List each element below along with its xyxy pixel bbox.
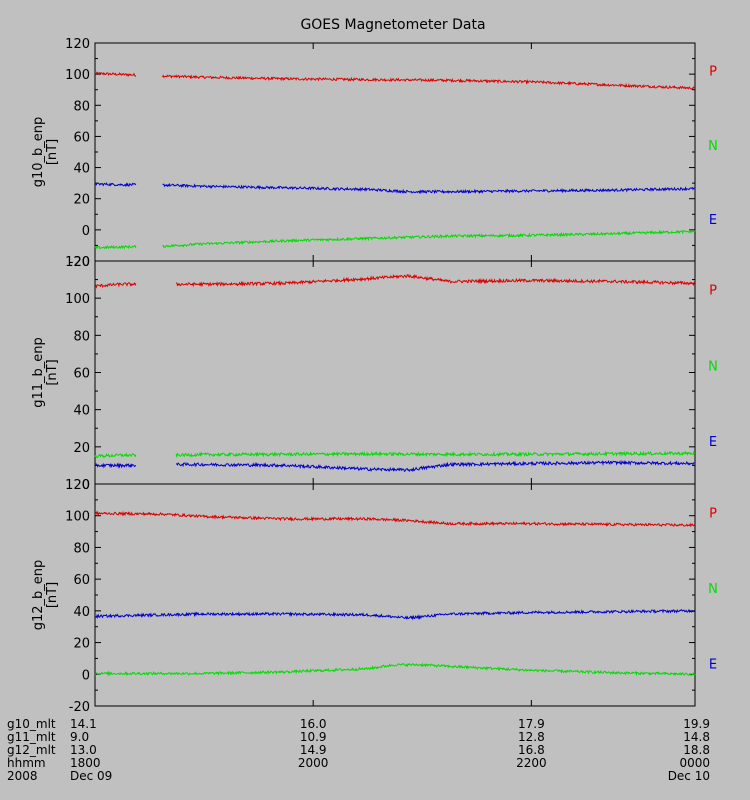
time-row-name: 2008 [7, 769, 38, 783]
panel-frame [94, 483, 696, 707]
time-axis-value: 17.9 [518, 717, 545, 731]
series-line-E [175, 460, 696, 473]
time-axis-value: 2200 [516, 756, 547, 770]
y-axis-label: g10_b_enp [31, 117, 46, 188]
series-line-P [162, 74, 696, 90]
y-tick-label: 60 [73, 573, 90, 588]
y-tick-label: 80 [73, 541, 90, 556]
y-tick-label: 100 [65, 510, 90, 525]
time-axis-value: 10.9 [300, 730, 327, 744]
series-line-P [176, 273, 696, 288]
y-tick-label: 120 [65, 255, 90, 270]
series-line-E [94, 182, 137, 187]
time-axis-value: 0000 [679, 756, 710, 770]
time-axis-value: 14.1 [70, 717, 97, 731]
y-axis-unit: [nT] [45, 582, 60, 608]
y-axis-unit: [nT] [45, 139, 60, 165]
series-line-E [162, 182, 696, 195]
time-axis-value: Dec 10 [668, 769, 710, 783]
time-row-name: g10_mlt [7, 717, 56, 731]
time-axis-value: 1800 [70, 756, 101, 770]
series-line-N [175, 450, 696, 459]
y-tick-label: 0 [82, 478, 90, 493]
y-tick-label: -20 [69, 255, 90, 270]
time-axis-value: 14.9 [300, 743, 327, 757]
series-line-E [94, 462, 137, 469]
legend-E: E [709, 657, 717, 672]
legend-P: P [709, 283, 717, 298]
series-line-P [94, 71, 137, 77]
legend-P: P [709, 506, 717, 521]
time-axis-value: 18.8 [683, 743, 710, 757]
y-tick-label: 40 [73, 162, 90, 177]
y-tick-label: 100 [65, 68, 90, 83]
y-tick-label: 20 [73, 193, 90, 208]
y-tick-label: 40 [73, 605, 90, 620]
legend-P: P [709, 65, 717, 80]
y-axis-unit: [nT] [45, 359, 60, 385]
series-line-E [95, 608, 696, 621]
legend-N: N [708, 359, 718, 374]
panel-2: 0 20 40 60 80 100 120 g11_b_enp [nT] P N E [31, 255, 718, 493]
legend-E: E [709, 213, 717, 228]
y-tick-label: 40 [73, 404, 90, 419]
time-axis-value: Dec 09 [70, 769, 112, 783]
y-tick-label: 80 [73, 329, 90, 344]
series-line-P [94, 510, 696, 528]
y-tick-label: 20 [73, 637, 90, 652]
time-axis-value: 12.8 [518, 730, 545, 744]
y-axis-label: g12_b_enp [31, 560, 46, 631]
time-axis-value: 2000 [298, 756, 329, 770]
time-axis-value: 14.8 [683, 730, 710, 744]
legend-E: E [709, 435, 717, 450]
chart-title: GOES Magnetometer Data [300, 17, 485, 33]
time-axis-value: 13.0 [70, 743, 97, 757]
time-axis-value: 16.8 [518, 743, 545, 757]
y-tick-label: 120 [65, 478, 90, 493]
y-axis-label: g11_b_enp [31, 337, 46, 408]
y-tick-label: 0 [82, 224, 90, 239]
y-tick-label: 80 [73, 99, 90, 114]
y-tick-label: -20 [69, 700, 90, 715]
series-line-P [94, 282, 137, 289]
time-axis-value: 19.9 [683, 717, 710, 731]
y-tick-label: 100 [65, 292, 90, 307]
y-tick-label: 60 [73, 130, 90, 145]
series-line-N [94, 452, 137, 459]
panel-1: -20 0 20 40 60 80 100 120 g10_b_enp [nT] P N E [31, 37, 718, 270]
series-line-N [94, 244, 137, 250]
series-line-N [94, 662, 696, 677]
time-row-name: g12_mlt [7, 743, 56, 757]
time-row-name: g11_mlt [7, 730, 56, 744]
legend-N: N [708, 582, 718, 597]
y-tick-label: 120 [65, 37, 90, 52]
series-line-N [162, 229, 696, 249]
time-axis-value: 16.0 [300, 717, 327, 731]
panel-3: -20 0 20 40 60 80 100 120 g12_b_enp [nT] P N E [31, 478, 718, 715]
panel-frame [94, 260, 696, 485]
y-tick-label: 0 [82, 668, 90, 683]
y-tick-label: 60 [73, 367, 90, 382]
y-tick-label: 20 [73, 441, 90, 456]
time-axis-value: 9.0 [70, 730, 89, 744]
time-row-name: hhmm [7, 756, 46, 770]
legend-N: N [708, 139, 718, 154]
